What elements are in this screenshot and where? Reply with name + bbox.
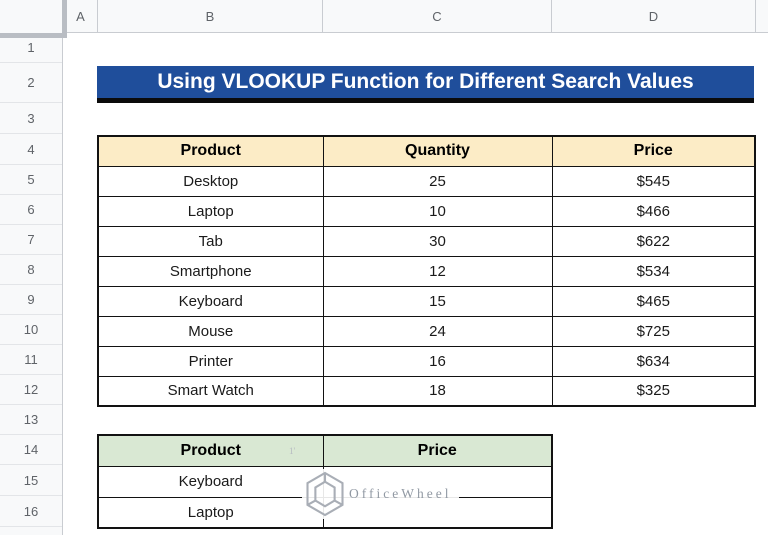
row-header-5[interactable]: 5 [0, 165, 62, 195]
row-header-14[interactable]: 14 [0, 435, 62, 465]
product-table: Product Quantity Price Desktop 25 $545 Laptop… [97, 135, 756, 407]
watermark-mark: 1' [289, 446, 296, 456]
table-cell[interactable]: Desktop [97, 165, 324, 197]
table-cell[interactable]: $545 [551, 165, 756, 197]
column-header-cell[interactable]: Price [322, 434, 553, 467]
table-cell[interactable]: Laptop [97, 496, 324, 529]
row-header-6[interactable]: 6 [0, 195, 62, 225]
table-cell[interactable]: 30 [322, 225, 553, 257]
table-cell[interactable]: $466 [551, 195, 756, 227]
column-header-d[interactable]: D [551, 0, 755, 32]
row-header-4[interactable]: 4 [0, 134, 62, 165]
table-row: Smart Watch 18 $325 [97, 375, 756, 407]
row-header-1[interactable]: 1 [0, 33, 62, 63]
table-row: Laptop 10 $466 [97, 195, 756, 227]
table-cell[interactable]: $325 [551, 375, 756, 407]
table-row: Keyboard 15 $465 [97, 285, 756, 317]
table-cell[interactable]: Smart Watch [97, 375, 324, 407]
table-row: Mouse 24 $725 [97, 315, 756, 347]
table-cell[interactable]: 16 [322, 345, 553, 377]
table-cell[interactable]: Tab [97, 225, 324, 257]
row-header-2[interactable]: 2 [0, 63, 62, 103]
table-cell[interactable]: $465 [551, 285, 756, 317]
table-cell[interactable]: $534 [551, 255, 756, 287]
table-cell[interactable]: Mouse [97, 315, 324, 347]
table-cell[interactable]: 10 [322, 195, 553, 227]
table-cell[interactable]: $725 [551, 315, 756, 347]
table-row: Desktop 25 $545 [97, 165, 756, 197]
row-header-9[interactable]: 9 [0, 285, 62, 315]
column-header-cell[interactable]: Price [551, 135, 756, 167]
table-cell[interactable]: 18 [322, 375, 553, 407]
table-cell[interactable]: Laptop [97, 195, 324, 227]
column-header-cell[interactable]: Quantity [322, 135, 553, 167]
select-all-corner[interactable] [0, 0, 67, 38]
row-header-10[interactable]: 10 [0, 315, 62, 345]
column-header-cell[interactable]: Product [97, 434, 324, 467]
table-row: Tab 30 $622 [97, 225, 756, 257]
table-cell[interactable]: 24 [322, 315, 553, 347]
row-header-11[interactable]: 11 [0, 345, 62, 375]
table-cell[interactable]: 12 [322, 255, 553, 287]
column-header-a[interactable]: A [63, 0, 97, 32]
title-banner[interactable]: Using VLOOKUP Function for Different Sea… [97, 66, 754, 103]
table-cell[interactable]: 15 [322, 285, 553, 317]
row-header-strip: 1 2 3 4 5 6 7 8 9 10 11 12 13 14 15 16 [0, 33, 63, 535]
table-cell[interactable]: Printer [97, 345, 324, 377]
table-cell[interactable]: $622 [551, 225, 756, 257]
row-header-8[interactable]: 8 [0, 255, 62, 285]
table-cell[interactable]: 25 [322, 165, 553, 197]
title-banner-text: Using VLOOKUP Function for Different Sea… [157, 70, 694, 93]
hexagon-logo-icon [306, 471, 344, 517]
officewheel-watermark: OfficeWheel [302, 469, 460, 519]
table-row: Smartphone 12 $534 [97, 255, 756, 287]
table-cell[interactable]: Keyboard [97, 465, 324, 498]
column-header-spacer [755, 0, 768, 32]
table-cell[interactable]: $634 [551, 345, 756, 377]
column-header-c[interactable]: C [322, 0, 551, 32]
row-header-15[interactable]: 15 [0, 465, 62, 496]
row-header-13[interactable]: 13 [0, 405, 62, 435]
table-cell[interactable]: Keyboard [97, 285, 324, 317]
row-header-3[interactable]: 3 [0, 103, 62, 134]
column-header-cell[interactable]: Product [97, 135, 324, 167]
watermark-text: OfficeWheel [349, 486, 452, 501]
table-cell[interactable]: Smartphone [97, 255, 324, 287]
row-header-12[interactable]: 12 [0, 375, 62, 405]
row-header-7[interactable]: 7 [0, 225, 62, 255]
column-header-b[interactable]: B [97, 0, 322, 32]
row-header-16[interactable]: 16 [0, 496, 62, 527]
table-row: Printer 16 $634 [97, 345, 756, 377]
